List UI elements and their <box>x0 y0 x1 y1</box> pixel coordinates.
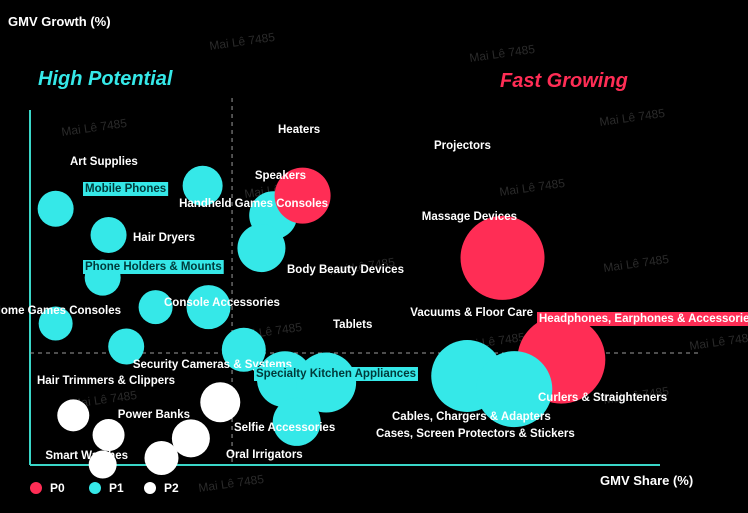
label-selfie-accessories: Selfie Accessories <box>234 422 335 434</box>
label-highlight-headphones-earphones-accessories <box>537 312 748 326</box>
label-cables-chargers-adapters: Cables, Chargers & Adapters <box>392 411 551 423</box>
label-curlers-straighteners: Curlers & Straighteners <box>538 392 667 404</box>
bubble-heaters <box>182 165 223 206</box>
legend-label-p2: P2 <box>164 481 179 495</box>
bubble-home-games-consoles <box>38 306 73 341</box>
watermark-text: Mai Lê 7485 <box>468 42 536 65</box>
label-speakers: Speakers <box>255 170 306 182</box>
label-highlight-mobile-phones <box>83 182 169 196</box>
watermark-text: Mai Lê 7485 <box>602 252 670 275</box>
bubble-security-cameras-systems <box>200 382 241 423</box>
watermark-text: Mai Lê 7485 <box>208 30 276 53</box>
bubble-selfie-accessories <box>171 419 210 458</box>
bubble-smart-watches <box>88 450 117 479</box>
legend: P0 P1 P2 <box>30 481 179 495</box>
label-hair-trimmers-clippers: Hair Trimmers & Clippers <box>37 375 175 387</box>
bubble-body-beauty-devices <box>186 285 231 330</box>
label-highlight-specialty-kitchen-appliances <box>254 367 418 381</box>
label-hair-dryers: Hair Dryers <box>133 232 195 244</box>
bubble-massage-devices <box>460 215 545 300</box>
label-highlight-phone-holders-mounts <box>83 260 224 274</box>
bubble-hair-trimmers-clippers <box>57 399 90 432</box>
label-specialty-kitchen-appliances: Specialty Kitchen Appliances <box>256 368 416 380</box>
label-massage-devices: Massage Devices <box>422 211 517 223</box>
bubble-oral-irrigators <box>144 441 179 475</box>
label-console-accessories: Console Accessories <box>164 297 280 309</box>
bubble-phone-holders-mounts <box>138 290 173 325</box>
bubble-console-accessories <box>108 328 145 365</box>
bubble-art-supplies <box>37 190 74 227</box>
label-power-banks: Power Banks <box>118 409 190 421</box>
bubble-projectors <box>274 167 331 224</box>
watermark-text: Mai Lê 7485 <box>498 176 566 199</box>
label-home-games-consoles: Home Games Consoles <box>0 305 121 317</box>
watermark-text: Mai Lê 7485 <box>598 106 666 129</box>
quadrant-label-high-potential: High Potential <box>38 68 173 90</box>
label-layer: Heaters Art Supplies Mobile Phones Speakers… <box>0 124 748 462</box>
x-axis-title: GMV Share (%) <box>600 473 693 488</box>
legend-label-p0: P0 <box>50 481 65 495</box>
label-vacuums-floor-care: Vacuums & Floor Care <box>410 307 533 319</box>
label-handheld-games-consoles: Handheld Games Consoles <box>179 198 328 210</box>
label-tablets: Tablets <box>333 319 372 331</box>
label-security-cameras-systems: Security Cameras & Systems <box>133 359 292 371</box>
bubble-curlers-straighteners <box>476 351 553 428</box>
legend-label-p1: P1 <box>109 481 124 495</box>
legend-marker-p0 <box>30 482 42 494</box>
label-smart-watches: Smart Watches <box>45 450 128 462</box>
bubble-power-banks <box>92 419 125 452</box>
y-axis-title: GMV Growth (%) <box>8 14 111 29</box>
label-mobile-phones: Mobile Phones <box>85 183 166 195</box>
label-body-beauty-devices: Body Beauty Devices <box>287 264 404 276</box>
label-art-supplies: Art Supplies <box>70 156 138 168</box>
label-oral-irrigators: Oral Irrigators <box>226 449 303 461</box>
bubble-mobile-phones <box>90 216 127 253</box>
label-heaters: Heaters <box>278 124 320 136</box>
quadrant-label-fast-growing: Fast Growing <box>500 70 628 92</box>
watermark-text: Mai Lê 7485 <box>60 116 128 139</box>
legend-marker-p1 <box>89 482 101 494</box>
bubble-cases-screen-protectors-stickers <box>272 397 321 446</box>
watermark-text: Mai Lê 7485 <box>197 472 265 495</box>
legend-marker-p2 <box>144 482 156 494</box>
label-headphones-earphones-accessories: Headphones, Earphones & Accessories <box>539 313 748 325</box>
label-projectors: Projectors <box>434 140 491 152</box>
bubble-tablets <box>221 327 266 372</box>
bubble-handheld-games-consoles <box>237 224 286 273</box>
watermark-text: Mai Lê 7485 <box>688 330 748 353</box>
label-phone-holders-mounts: Phone Holders & Mounts <box>85 261 222 273</box>
label-cases-screen-protectors-stickers: Cases, Screen Protectors & Stickers <box>376 428 575 440</box>
